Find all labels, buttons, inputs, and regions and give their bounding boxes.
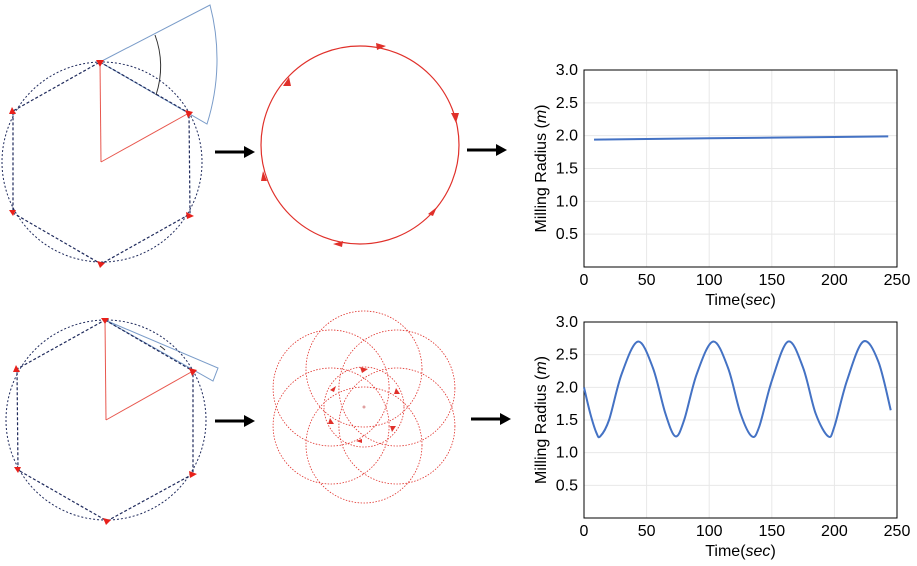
y-tick-label: 0.5 bbox=[556, 477, 578, 494]
bounding-circle bbox=[1, 61, 203, 263]
path-direction-markers bbox=[261, 43, 459, 247]
y-tick-label: 2.0 bbox=[556, 379, 578, 396]
sector-wedge bbox=[104, 319, 219, 382]
right-arrow-icon bbox=[467, 144, 507, 156]
y-tick-label: 2.0 bbox=[556, 128, 578, 145]
x-tick-label: 50 bbox=[638, 272, 656, 289]
x-tick-label: 50 bbox=[638, 523, 656, 540]
x-tick-label: 0 bbox=[580, 272, 589, 289]
path-arrowhead bbox=[390, 426, 396, 432]
vertex-marker bbox=[9, 107, 16, 114]
y-tick-label: 2.5 bbox=[556, 347, 578, 364]
vertex-marker bbox=[189, 368, 197, 376]
vertex-marker bbox=[97, 261, 105, 268]
path-arrowhead bbox=[428, 207, 437, 216]
x-tick-label: 250 bbox=[884, 523, 911, 540]
plot-frame bbox=[583, 69, 898, 268]
epicycle-loop bbox=[272, 329, 390, 447]
epicycle-loop bbox=[338, 329, 456, 447]
path-arrowhead bbox=[376, 43, 386, 50]
y-tick-label: 2.5 bbox=[556, 95, 578, 112]
path-arrowhead bbox=[330, 386, 336, 392]
path-arrowhead bbox=[333, 241, 343, 247]
right-arrow-icon bbox=[215, 146, 255, 158]
sector-arc bbox=[154, 34, 162, 96]
series-line bbox=[583, 340, 892, 439]
x-axis-label: Time(sec) bbox=[705, 543, 776, 560]
epicycle-loop bbox=[305, 386, 423, 504]
y-axis-label: Milling Radius (m) bbox=[533, 356, 550, 484]
y-tick-label: 1.0 bbox=[556, 445, 578, 462]
epicycle-loop bbox=[338, 367, 456, 485]
x-tick-label: 100 bbox=[696, 523, 723, 540]
radius-line-vertical bbox=[99, 61, 102, 163]
plot-frame bbox=[583, 321, 898, 519]
x-tick-label: 250 bbox=[884, 272, 911, 289]
path-arrowhead bbox=[283, 77, 291, 86]
vertex-marker bbox=[103, 518, 111, 525]
row1-geometry bbox=[1, 4, 218, 268]
radius-line-diagonal bbox=[100, 112, 190, 163]
path-direction-markers bbox=[328, 367, 400, 443]
y-tick-label: 3.0 bbox=[556, 314, 578, 331]
x-tick-label: 100 bbox=[696, 272, 723, 289]
x-tick-label: 150 bbox=[758, 523, 785, 540]
y-tick-label: 1.5 bbox=[556, 412, 578, 429]
y-tick-label: 3.0 bbox=[556, 62, 578, 79]
radius-line-vertical bbox=[104, 319, 107, 421]
vertex-marker bbox=[9, 210, 16, 216]
path-arrowhead bbox=[328, 418, 334, 424]
path-arrowhead bbox=[451, 113, 459, 123]
sector-wedge bbox=[98, 4, 218, 125]
vertex-marker bbox=[185, 110, 193, 118]
y-tick-label: 1.5 bbox=[556, 161, 578, 178]
row1-milling-path bbox=[260, 43, 460, 247]
center-point bbox=[362, 405, 366, 409]
vertex-marker bbox=[14, 467, 21, 473]
milling-radius-chart-oscillating: 0 50 100 150 200 250 0.5 1.0 1.5 2.0 2.5 3.0 Time(se… bbox=[533, 314, 910, 560]
path-arrowhead bbox=[394, 388, 400, 394]
right-arrow-icon bbox=[471, 413, 511, 425]
x-axis-label: Time(sec) bbox=[705, 292, 776, 309]
milling-radius-chart-constant: 0 50 100 150 200 250 0.5 1.0 1.5 2.0 2.5 3.0 Time(se… bbox=[533, 62, 910, 309]
x-tick-label: 0 bbox=[580, 523, 589, 540]
path-arrowhead bbox=[261, 171, 267, 181]
vertex-marker bbox=[189, 471, 197, 478]
y-tick-label: 1.0 bbox=[556, 193, 578, 210]
vertex-marker bbox=[13, 365, 20, 372]
vertex-markers bbox=[9, 60, 194, 268]
hexagon bbox=[12, 61, 191, 265]
epicycle-loop bbox=[305, 310, 423, 428]
y-axis-label: Milling Radius (m) bbox=[533, 104, 550, 232]
right-arrow-icon bbox=[215, 415, 255, 427]
row2-geometry bbox=[5, 318, 219, 525]
path-arrowhead bbox=[356, 439, 362, 443]
vertex-marker bbox=[186, 212, 194, 219]
epicycle-loop bbox=[272, 367, 390, 485]
series-line bbox=[594, 135, 889, 141]
x-tick-label: 150 bbox=[758, 272, 785, 289]
sector-arc bbox=[159, 345, 166, 351]
vertex-marker bbox=[101, 318, 109, 324]
x-tick-label: 200 bbox=[821, 523, 848, 540]
x-tick-label: 200 bbox=[821, 272, 848, 289]
radius-line-diagonal bbox=[105, 370, 194, 421]
vertex-markers bbox=[13, 318, 197, 525]
circular-path bbox=[260, 45, 460, 245]
inner-loop bbox=[323, 366, 405, 448]
row2-milling-path bbox=[272, 310, 456, 504]
path-arrowhead bbox=[360, 367, 368, 373]
y-tick-label: 0.5 bbox=[556, 226, 578, 243]
vertex-marker bbox=[96, 60, 104, 67]
